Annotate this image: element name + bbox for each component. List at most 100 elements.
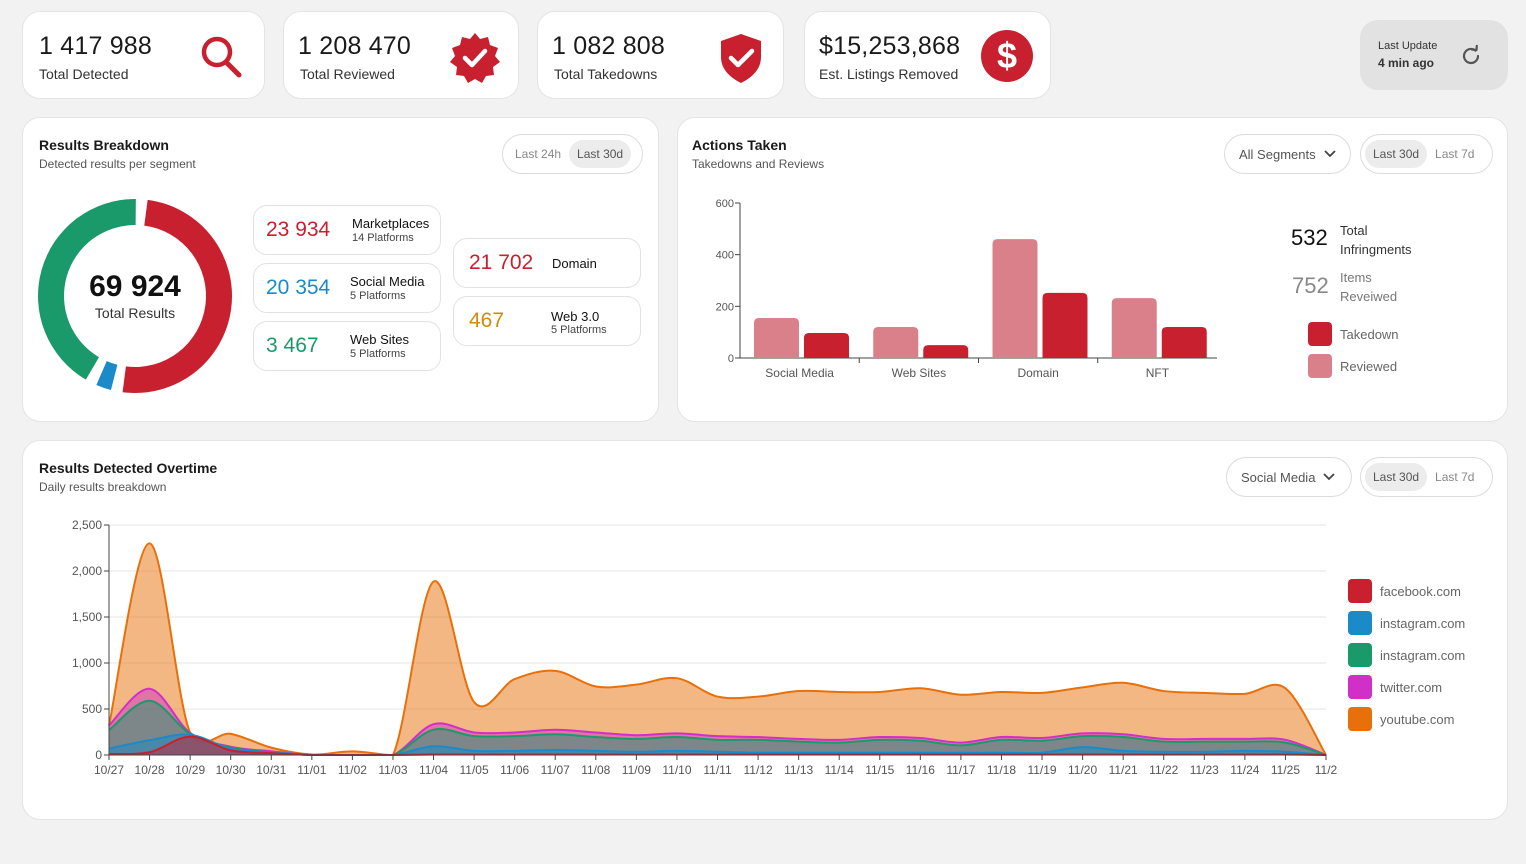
bar-reviewed	[1111, 298, 1157, 358]
actions-subtitle: Takedowns and Reviews	[692, 157, 825, 171]
segment-name: Web 3.0	[551, 309, 600, 324]
results-breakdown-card: Results Breakdown Detected results per s…	[22, 117, 659, 422]
segment-platforms: 14 Platforms	[352, 232, 414, 244]
x-tick-label: 10/31	[256, 763, 286, 777]
label-line: Infringments	[1340, 242, 1412, 257]
stat-card-total-takedowns: 1 082 808 Total Takedowns	[537, 11, 784, 99]
results-overtime-card: Results Detected Overtime Daily results …	[22, 440, 1508, 820]
x-tick-label: 11/19	[1027, 763, 1056, 777]
select-value: Social Media	[1241, 469, 1316, 485]
x-tick-label: 11/02	[338, 763, 367, 777]
bar-takedown	[1161, 327, 1207, 358]
x-tick-label: 11/10	[662, 763, 691, 777]
stat-card-total-detected: 1 417 988 Total Detected	[22, 11, 265, 99]
y-tick-label: 200	[716, 301, 734, 313]
select-value: All Segments	[1239, 146, 1316, 162]
y-tick-label: 2,000	[72, 564, 102, 578]
refresh-icon[interactable]	[1459, 44, 1483, 68]
range-last-7d[interactable]: Last 7d	[1435, 470, 1475, 484]
stat-label: Est. Listings Removed	[819, 66, 959, 82]
segment-platforms: 5 Platforms	[551, 324, 607, 336]
segment-value: 3 467	[266, 334, 319, 357]
segment-social-media[interactable]: 20 354 Social Media 5 Platforms	[253, 263, 441, 313]
x-tick-label: 11/13	[784, 763, 813, 777]
donut-total-label: Total Results	[94, 305, 176, 321]
donut-slice-green	[38, 199, 136, 380]
overtime-area-chart: 0 500 1,000 1,500 2,000 2,500 10/27 10/28 10/29 1…	[72, 518, 1338, 777]
badge-check-icon	[450, 33, 500, 83]
overtime-subtitle: Daily results breakdown	[39, 480, 167, 494]
last-update-button[interactable]: Last Update 4 min ago	[1360, 20, 1508, 90]
x-tick-label: 11/15	[865, 763, 894, 777]
segment-web3[interactable]: 467 Web 3.0 5 Platforms	[453, 296, 641, 346]
actions-title: Actions Taken	[692, 137, 787, 153]
x-tick-label: 11/11	[703, 763, 732, 777]
x-tick-label: 11/14	[825, 763, 854, 777]
chevron-down-icon	[1323, 473, 1336, 481]
range-last-30d[interactable]: Last 30d	[1365, 463, 1428, 491]
last-update-label: Last Update	[1378, 40, 1438, 52]
segment-value: 467	[469, 309, 505, 332]
legend-facebook: facebook.com	[1348, 579, 1461, 603]
search-icon	[201, 36, 242, 78]
legend-label: instagram.com	[1380, 647, 1466, 663]
x-tick-label: 11/18	[987, 763, 1016, 777]
range-last-24h[interactable]: Last 24h	[515, 147, 562, 161]
x-tick-label: 11/16	[906, 763, 935, 777]
x-tick-label: 11/2	[1315, 763, 1338, 777]
x-tick-label: 11/20	[1068, 763, 1097, 777]
actions-taken-card: Actions Taken Takedowns and Reviews All …	[677, 117, 1508, 422]
label-line: Reveiwed	[1340, 289, 1398, 304]
donut-slice-red	[122, 199, 233, 394]
segment-name: Domain	[552, 256, 597, 271]
breakdown-title: Results Breakdown	[39, 137, 169, 153]
area-facebook-com-0	[109, 736, 1326, 755]
y-tick-label: 400	[716, 250, 734, 262]
x-tick-label: Social Media	[765, 366, 834, 380]
actions-segment-select[interactable]: All Segments	[1224, 134, 1351, 174]
legend-label: instagram.com	[1380, 615, 1466, 631]
segment-platforms: 5 Platforms	[350, 290, 406, 302]
x-tick-label: 10/29	[175, 763, 205, 777]
stat-card-listings-removed: $15,253,868 Est. Listings Removed $	[804, 11, 1051, 99]
segment-domain[interactable]: 21 702 Domain	[453, 238, 641, 288]
bar-reviewed	[873, 327, 919, 358]
x-tick-label: 11/06	[500, 763, 529, 777]
segment-web-sites[interactable]: 3 467 Web Sites 5 Platforms	[253, 321, 441, 371]
legend-instagram-green: instagram.com	[1348, 643, 1465, 667]
range-last-30d[interactable]: Last 30d	[569, 140, 632, 168]
stat-label: Total Takedowns	[554, 66, 658, 82]
y-tick-label: 0	[95, 748, 102, 762]
total-infringments-value: 532	[1291, 225, 1328, 250]
x-tick-label: 11/05	[460, 763, 489, 777]
legend-twitter: twitter.com	[1348, 675, 1442, 699]
bar-takedown	[923, 345, 969, 358]
segment-value: 21 702	[469, 251, 534, 274]
shield-check-icon	[721, 34, 761, 83]
label-line: Items	[1340, 270, 1372, 285]
range-last-7d[interactable]: Last 7d	[1435, 147, 1475, 161]
segment-marketplaces[interactable]: 23 934 Marketplaces 14 Platforms	[253, 205, 441, 255]
breakdown-subtitle: Detected results per segment	[39, 157, 196, 171]
x-tick-label: Domain	[1017, 366, 1058, 380]
x-tick-label: 11/21	[1109, 763, 1138, 777]
x-tick-label: 11/08	[581, 763, 610, 777]
bar-reviewed	[754, 317, 799, 358]
legend-label: youtube.com	[1380, 711, 1455, 727]
line-youtube-com-4	[108, 542, 1327, 757]
x-tick-label: 11/01	[297, 763, 326, 777]
segment-name: Marketplaces	[352, 216, 430, 231]
bar-reviewed	[992, 239, 1038, 358]
last-update-value: 4 min ago	[1378, 56, 1435, 70]
x-tick-label: 11/03	[378, 763, 407, 777]
x-tick-label: 10/28	[135, 763, 165, 777]
items-reviewed-value: 752	[1292, 273, 1329, 298]
bar-takedown	[804, 332, 849, 358]
legend-takedown: Takedown	[1308, 322, 1399, 346]
stat-card-total-reviewed: 1 208 470 Total Reviewed	[283, 11, 519, 99]
x-tick-label: Web Sites	[892, 366, 946, 380]
range-last-30d[interactable]: Last 30d	[1365, 140, 1428, 168]
x-tick-label: 10/27	[94, 763, 124, 777]
legend-swatch	[1348, 707, 1372, 731]
overtime-segment-select[interactable]: Social Media	[1226, 457, 1352, 497]
